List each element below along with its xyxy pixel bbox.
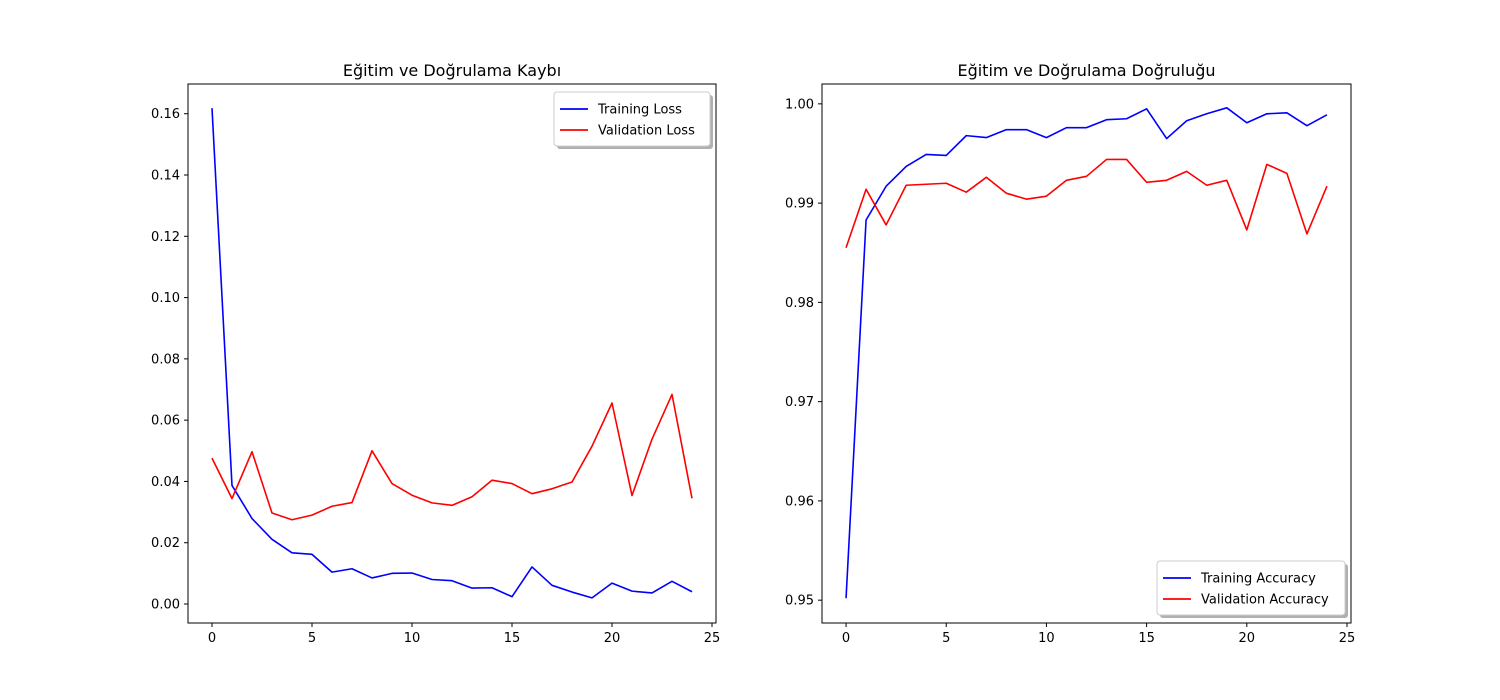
x-tick-label: 15 [1138, 631, 1155, 646]
x-tick-label: 0 [208, 631, 216, 646]
legend-label-0: Training Loss [597, 103, 682, 118]
y-tick-label: 0.96 [785, 494, 814, 509]
y-tick-label: 0.16 [151, 107, 180, 122]
y-tick-label: 0.99 [785, 197, 814, 212]
y-tick-label: 0.06 [151, 414, 180, 429]
chart-title: Eğitim ve Doğrulama Kaybı [343, 61, 561, 80]
x-tick-label: 15 [504, 631, 521, 646]
y-tick-label: 0.04 [151, 475, 180, 490]
y-tick-label: 0.00 [151, 598, 180, 613]
x-tick-label: 10 [1038, 631, 1055, 646]
axes-frame [821, 83, 1352, 624]
series-line-0 [211, 108, 693, 599]
y-tick-label: 0.14 [151, 169, 180, 184]
x-tick-label: 20 [604, 631, 621, 646]
legend: Training Loss Validation Loss [553, 91, 713, 149]
accuracy-chart: Eğitim ve Doğrulama Doğruluğu 0 5 10 15 20 25 0… [785, 61, 1355, 646]
x-tick-label: 5 [942, 631, 950, 646]
x-tick-label: 25 [704, 631, 721, 646]
loss-chart: Eğitim ve Doğrulama Kaybı 0 5 10 15 20 25 0.00 0… [151, 61, 720, 646]
y-tick-label: 0.02 [151, 536, 180, 551]
y-tick-label: 0.95 [785, 594, 814, 609]
y-tick-label: 0.97 [785, 395, 814, 410]
x-tick-label: 0 [842, 631, 850, 646]
legend: Training Accuracy Validation Accuracy [1156, 560, 1348, 618]
y-tick-label: 0.98 [785, 296, 814, 311]
series-line-1 [211, 393, 693, 521]
y-tick-label: 0.10 [151, 291, 180, 306]
legend-label-0: Training Accuracy [1200, 572, 1316, 587]
y-tick-label: 0.12 [151, 230, 180, 245]
legend-box [553, 91, 711, 147]
legend-label-1: Validation Accuracy [1201, 593, 1329, 608]
y-tick-label: 0.08 [151, 352, 180, 367]
x-tick-label: 25 [1339, 631, 1356, 646]
legend-box [1156, 560, 1346, 616]
series-line-1 [845, 158, 1328, 249]
axes-frame [187, 83, 717, 624]
x-tick-label: 5 [308, 631, 316, 646]
series-line-0 [845, 107, 1328, 599]
y-tick-label: 1.00 [785, 97, 814, 112]
legend-label-1: Validation Loss [598, 124, 695, 139]
x-tick-label: 10 [404, 631, 421, 646]
x-tick-label: 20 [1239, 631, 1256, 646]
chart-title: Eğitim ve Doğrulama Doğruluğu [957, 61, 1215, 80]
